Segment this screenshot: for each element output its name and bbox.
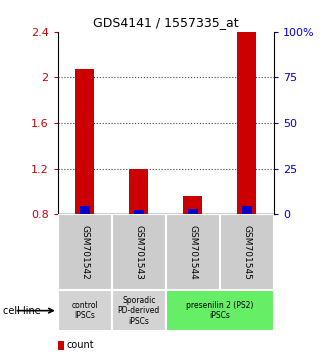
Bar [188, 209, 198, 214]
Bar [58, 214, 112, 290]
Bar [80, 206, 90, 214]
Bar [129, 169, 148, 214]
Bar [166, 290, 274, 331]
Text: GSM701543: GSM701543 [134, 225, 143, 280]
Bar [237, 32, 256, 214]
Bar [112, 290, 166, 331]
Text: count: count [67, 340, 95, 350]
Bar [134, 210, 144, 214]
Bar [183, 196, 202, 214]
Text: GSM701545: GSM701545 [242, 225, 251, 280]
Text: Sporadic
PD-derived
iPSCs: Sporadic PD-derived iPSCs [118, 296, 160, 326]
Title: GDS4141 / 1557335_at: GDS4141 / 1557335_at [93, 16, 239, 29]
Bar [58, 290, 112, 331]
Bar [166, 214, 220, 290]
Text: control
IPSCs: control IPSCs [71, 301, 98, 320]
Text: presenilin 2 (PS2)
iPSCs: presenilin 2 (PS2) iPSCs [186, 301, 253, 320]
Text: GSM701544: GSM701544 [188, 225, 197, 280]
Bar [112, 214, 166, 290]
Text: GSM701542: GSM701542 [80, 225, 89, 280]
Bar [242, 206, 252, 214]
Text: cell line: cell line [3, 306, 41, 316]
Bar [220, 214, 274, 290]
Bar [75, 69, 94, 214]
